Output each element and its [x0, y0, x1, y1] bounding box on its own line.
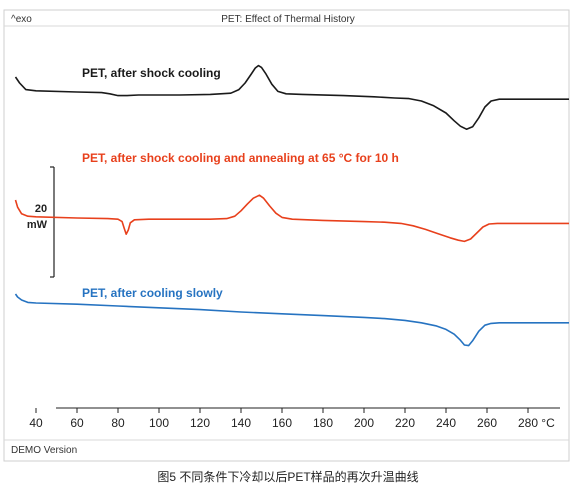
series-label-slow-cooling: PET, after cooling slowly [82, 286, 223, 300]
x-tick-label-260: 260 [477, 416, 497, 430]
figure-caption: 图5 不同条件下冷却以后PET样品的再次升温曲线 [157, 469, 418, 484]
x-axis-unit-label: °C [541, 416, 555, 430]
x-tick-label-200: 200 [354, 416, 374, 430]
demo-version-label: DEMO Version [11, 445, 77, 456]
series-label-annealed: PET, after shock cooling and annealing a… [82, 151, 399, 165]
x-tick-label-280: 280 [518, 416, 538, 430]
x-axis-ticks: 40 60 80 100 120 140 160 180 200 220 240 260 280 [29, 408, 538, 430]
scale-bar-value: 20 [35, 203, 47, 215]
x-tick-label-220: 220 [395, 416, 415, 430]
x-tick-label-160: 160 [272, 416, 292, 430]
x-tick-label-180: 180 [313, 416, 333, 430]
x-tick-label-120: 120 [190, 416, 210, 430]
x-tick-label-140: 140 [231, 416, 251, 430]
exo-label: ^exo [11, 14, 32, 25]
scale-bar-unit: mW [27, 219, 48, 231]
curves-layer [14, 64, 569, 347]
series-line-annealed [14, 194, 569, 243]
series-line-shock-cooling [14, 64, 569, 130]
x-tick-label-100: 100 [149, 416, 169, 430]
chart-title: PET: Effect of Thermal History [221, 14, 355, 25]
chart-frame [3, 9, 570, 462]
x-tick-label-40: 40 [29, 416, 43, 430]
x-tick-label-60: 60 [70, 416, 84, 430]
scale-bar: 20 mW [27, 166, 55, 278]
series-line-slow-cooling [14, 293, 569, 347]
series-label-shock-cooling: PET, after shock cooling [82, 66, 221, 80]
x-tick-label-80: 80 [111, 416, 125, 430]
x-tick-label-240: 240 [436, 416, 456, 430]
